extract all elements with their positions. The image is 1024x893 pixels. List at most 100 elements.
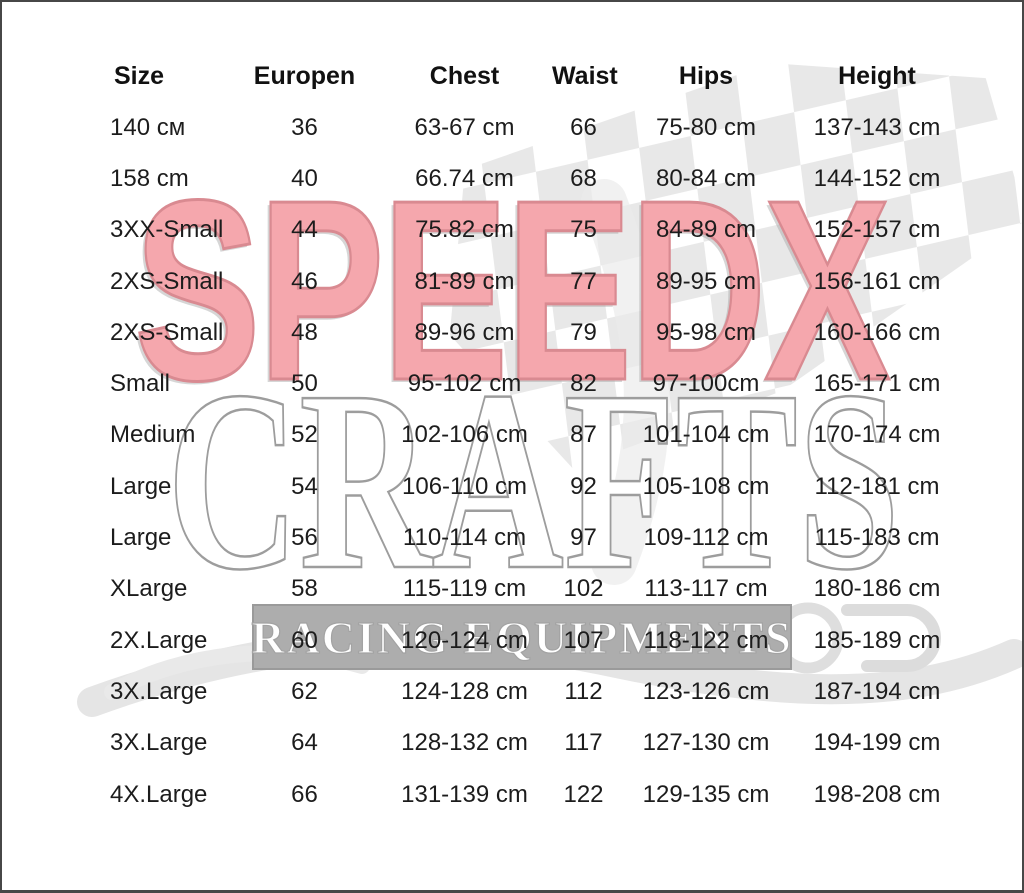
table-cell: 180-186 cm xyxy=(813,575,941,603)
column-header-waist: Waist xyxy=(552,61,618,90)
table-cell: 117 xyxy=(564,729,603,757)
table-row: XLarge 58 115-119 cm 102 113-117 cm 180-186 c… xyxy=(2,564,957,615)
table-cell: 128-132 cm xyxy=(401,729,528,757)
table-cell: 66.74 cm xyxy=(415,164,514,192)
table-cell: 95-98 cm xyxy=(655,318,757,346)
table-row: Small 50 95-102 cm 82 97-100cm 165-171 cm xyxy=(2,358,957,409)
table-row: 3X.Large 62 124-128 cm 112 123-126 cm 187-194… xyxy=(2,666,957,717)
table-cell: 36 xyxy=(291,113,318,141)
table-cell: 54 xyxy=(291,472,318,500)
table-cell: 170-174 cm xyxy=(813,421,941,449)
table-row: 2X.Large 60 120-124 cm 107 118-122 cm 185-189… xyxy=(2,615,957,666)
table-row: 2XS-Small 46 81-89 cm 77 89-95 cm 156-161 cm xyxy=(2,256,957,307)
table-cell: 2XS-Small xyxy=(110,267,224,295)
kart-hook-shape xyxy=(841,604,941,672)
table-cell: 194-199 cm xyxy=(813,729,941,757)
table-cell: 160-166 cm xyxy=(813,318,941,346)
column-header-hips: Hips xyxy=(678,61,734,90)
table-cell: 84-89 cm xyxy=(655,216,757,244)
table-cell: 165-171 cm xyxy=(813,370,941,398)
table-cell: 101-104 cm xyxy=(642,421,770,449)
table-row: Large 54 106-110 cm 92 105-108 cm 112-181 cm xyxy=(2,461,957,512)
table-row: Medium 52 102-106 cm 87 101-104 cm 170-174 cm xyxy=(2,410,957,461)
brand-crafts-watermark: CRAFTS xyxy=(166,337,901,623)
table-row: 3X.Large 64 128-132 cm 117 127-130 cm 194-199… xyxy=(2,718,957,769)
size-table-header-row: Size Europen Chest Waist Hips Height xyxy=(2,50,957,102)
size-table-rows: 140 см 36 63-67 cm 66 75-80 cm 137-143 cm 158 … xyxy=(2,102,957,820)
table-cell: 2X.Large xyxy=(110,626,208,654)
table-cell: 80-84 cm xyxy=(655,164,757,192)
table-cell: 112 xyxy=(564,677,603,705)
table-cell: 110-114 cm xyxy=(402,524,527,552)
table-cell: 52 xyxy=(291,421,318,449)
table-cell: 95-102 cm xyxy=(407,370,522,398)
table-cell: 120-124 cm xyxy=(401,626,528,654)
table-cell: 118-122 cm xyxy=(643,626,769,654)
table-cell: 62 xyxy=(291,677,318,705)
table-cell: 64 xyxy=(291,729,318,757)
table-cell: 105-108 cm xyxy=(642,472,770,500)
table-cell: 198-208 cm xyxy=(813,780,941,808)
table-cell: 185-189 cm xyxy=(813,626,941,654)
table-cell: 89-96 cm xyxy=(414,318,515,346)
table-cell: 46 xyxy=(291,267,318,295)
table-cell: 122 xyxy=(563,780,604,808)
table-cell: Small xyxy=(110,370,171,398)
table-cell: Large xyxy=(110,472,172,500)
table-cell: 3XX-Small xyxy=(110,216,224,244)
table-cell: 4X.Large xyxy=(110,780,208,808)
table-cell: Medium xyxy=(110,421,196,449)
table-cell: 89-95 cm xyxy=(655,267,757,295)
table-cell: 113-117 cm xyxy=(644,575,768,603)
table-cell: 158 cm xyxy=(110,164,189,192)
table-cell: 102 xyxy=(563,575,604,603)
table-cell: 50 xyxy=(291,370,318,398)
racing-equipments-banner: RACING EQUIPMENTS xyxy=(251,604,793,670)
table-cell: 79 xyxy=(570,318,597,346)
table-cell: 40 xyxy=(291,164,318,192)
table-cell: 66 xyxy=(570,113,597,141)
column-header-chest: Chest xyxy=(429,61,500,90)
table-cell: 102-106 cm xyxy=(401,421,528,449)
table-cell: 97-100cm xyxy=(652,370,760,398)
table-cell: 75 xyxy=(570,216,597,244)
table-cell: 2XS-Small xyxy=(110,318,224,346)
banner-text: RACING EQUIPMENTS xyxy=(251,611,793,663)
table-cell: 48 xyxy=(291,318,318,346)
table-cell: 144-152 cm xyxy=(813,164,941,192)
table-cell: 3X.Large xyxy=(110,729,208,757)
table-cell: 156-161 cm xyxy=(813,267,941,295)
size-table: Size Europen Chest Waist Hips Height 140… xyxy=(2,50,957,820)
table-cell: 124-128 cm xyxy=(401,677,528,705)
table-cell: 187-194 cm xyxy=(813,677,941,705)
kart-flame-curve xyxy=(581,179,670,585)
table-cell: 140 см xyxy=(110,113,186,141)
table-cell: 81-89 cm xyxy=(414,267,515,295)
table-row: 140 см 36 63-67 cm 66 75-80 cm 137-143 cm xyxy=(2,102,957,153)
table-row: 4X.Large 66 131-139 cm 122 129-135 cm 198-208… xyxy=(2,769,957,820)
table-cell: 97 xyxy=(570,524,597,552)
table-cell: 44 xyxy=(291,216,318,244)
table-cell: 87 xyxy=(570,421,597,449)
table-cell: 123-126 cm xyxy=(642,677,770,705)
column-header-height: Height xyxy=(838,61,916,90)
table-cell: 3X.Large xyxy=(110,677,208,705)
table-cell: 131-139 cm xyxy=(401,780,528,808)
table-cell: 129-135 cm xyxy=(642,780,770,808)
table-cell: 115-183 cm xyxy=(814,524,940,552)
table-cell: 58 xyxy=(291,575,318,603)
table-cell: 82 xyxy=(570,370,597,398)
table-row: 2XS-Small 48 89-96 cm 79 95-98 cm 160-166 cm xyxy=(2,307,957,358)
table-cell: XLarge xyxy=(110,575,188,603)
table-cell: 127-130 cm xyxy=(642,729,770,757)
table-cell: 109-112 cm xyxy=(643,524,769,552)
table-cell: 63-67 cm xyxy=(414,113,515,141)
table-cell: 56 xyxy=(291,524,318,552)
table-cell: 152-157 cm xyxy=(813,216,941,244)
table-row: Large 56 110-114 cm 97 109-112 cm 115-183 cm xyxy=(2,512,957,563)
table-cell: 75-80 cm xyxy=(655,113,757,141)
table-cell: 68 xyxy=(570,164,597,192)
table-cell: 77 xyxy=(570,267,597,295)
table-cell: 137-143 cm xyxy=(813,113,941,141)
